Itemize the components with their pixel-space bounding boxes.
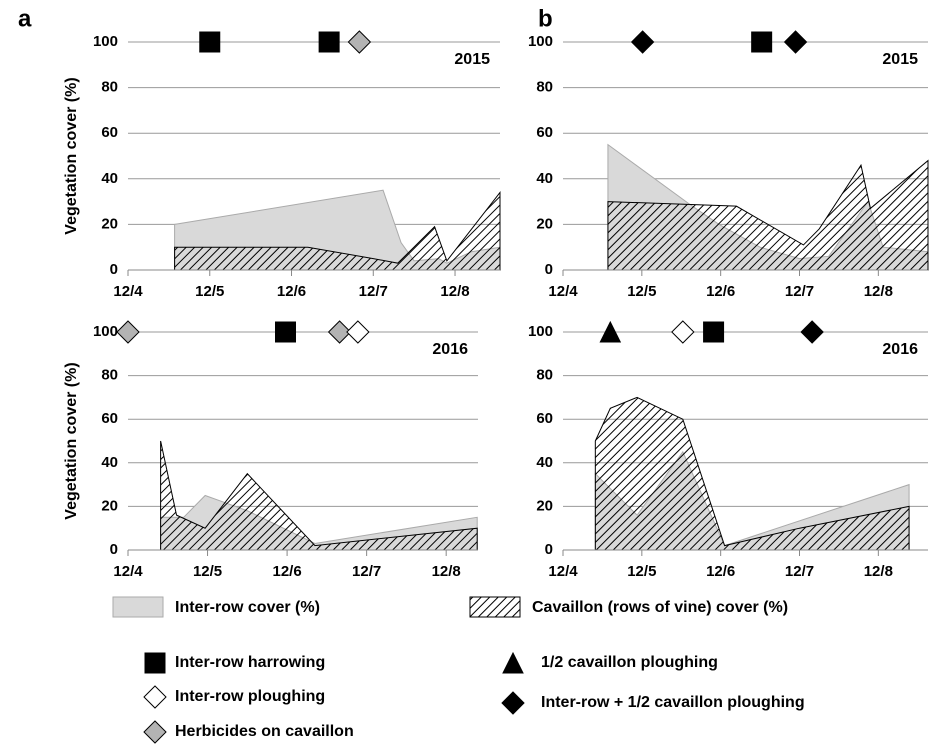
marker (144, 652, 166, 674)
marker (501, 691, 525, 715)
panel-label: a (18, 5, 32, 32)
y-tick-label: 0 (110, 541, 118, 558)
area (607, 159, 929, 271)
marker (143, 685, 167, 709)
y-tick-label: 100 (528, 323, 553, 340)
legend-label: Inter-row harrowing (175, 654, 325, 671)
marker (703, 321, 725, 343)
year-label: 2015 (882, 51, 918, 68)
marker (800, 320, 824, 344)
x-tick-label: 12/7 (785, 563, 814, 580)
legend-label: Herbicides on cavaillon (175, 723, 354, 740)
legend-swatch (469, 596, 521, 618)
marker (346, 320, 370, 344)
x-tick-label: 12/6 (272, 563, 301, 580)
x-tick-label: 12/5 (195, 283, 224, 300)
marker (275, 321, 296, 343)
y-tick-label: 40 (101, 170, 118, 187)
y-tick-label: 0 (545, 261, 553, 278)
marker (502, 651, 524, 674)
marker (318, 31, 340, 53)
marker (116, 320, 140, 344)
x-tick-label: 12/8 (864, 563, 893, 580)
y-tick-label: 20 (536, 215, 553, 232)
y-tick-label: 0 (545, 541, 553, 558)
year-label: 2015 (454, 51, 490, 68)
x-tick-label: 12/5 (627, 283, 656, 300)
x-tick-label: 12/5 (193, 563, 222, 580)
x-tick-label: 12/5 (627, 563, 656, 580)
x-tick-label: 12/6 (706, 563, 735, 580)
y-tick-label: 100 (93, 33, 118, 50)
y-tick-label: 40 (536, 170, 553, 187)
x-tick-label: 12/4 (113, 563, 143, 580)
y-tick-label: 80 (101, 79, 118, 96)
x-tick-label: 12/7 (352, 563, 381, 580)
y-tick-label: 40 (101, 454, 118, 471)
marker (783, 30, 808, 54)
panel-label: b (538, 5, 553, 32)
y-tick-label: 60 (536, 124, 553, 141)
marker (199, 31, 221, 53)
y-tick-label: 60 (101, 410, 118, 427)
area (594, 396, 910, 551)
area (160, 440, 478, 551)
x-tick-label: 12/8 (864, 283, 893, 300)
y-tick-label: 20 (536, 497, 553, 514)
y-tick-label: 100 (93, 323, 118, 340)
x-tick-label: 12/4 (113, 283, 143, 300)
y-tick-label: 80 (536, 79, 553, 96)
x-tick-label: 12/4 (548, 563, 578, 580)
marker (599, 320, 622, 343)
legend-label: Inter-row ploughing (175, 688, 325, 705)
x-tick-label: 12/8 (440, 283, 469, 300)
marker (327, 320, 352, 344)
y-tick-label: 60 (536, 410, 553, 427)
y-tick-label: 100 (528, 33, 553, 50)
x-tick-label: 12/7 (785, 283, 814, 300)
y-tick-label: 40 (536, 454, 553, 471)
legend-label: 1/2 cavaillon ploughing (541, 654, 718, 671)
year-label: 2016 (432, 341, 468, 358)
x-tick-label: 12/7 (359, 283, 388, 300)
y-tick-label: 60 (101, 124, 118, 141)
legend-swatch (112, 596, 164, 618)
marker (751, 31, 773, 53)
legend-label: Cavaillon (rows of vine) cover (%) (532, 599, 788, 616)
y-tick-label: 20 (101, 497, 118, 514)
x-tick-label: 12/8 (432, 563, 461, 580)
marker (630, 30, 655, 54)
y-tick-label: 80 (101, 367, 118, 384)
marker (671, 320, 695, 344)
y-tick-label: 20 (101, 215, 118, 232)
y-axis-label: Vegetation cover (%) (63, 77, 80, 234)
y-tick-label: 80 (536, 367, 553, 384)
x-tick-label: 12/6 (706, 283, 735, 300)
y-axis-label: Vegetation cover (%) (63, 362, 80, 519)
marker (143, 720, 167, 744)
x-tick-label: 12/6 (277, 283, 306, 300)
marker (347, 30, 372, 54)
legend-label: Inter-row + 1/2 cavaillon ploughing (541, 694, 805, 711)
x-tick-label: 12/4 (548, 283, 578, 300)
year-label: 2016 (882, 341, 918, 358)
y-tick-label: 0 (110, 261, 118, 278)
legend-label: Inter-row cover (%) (175, 599, 320, 616)
